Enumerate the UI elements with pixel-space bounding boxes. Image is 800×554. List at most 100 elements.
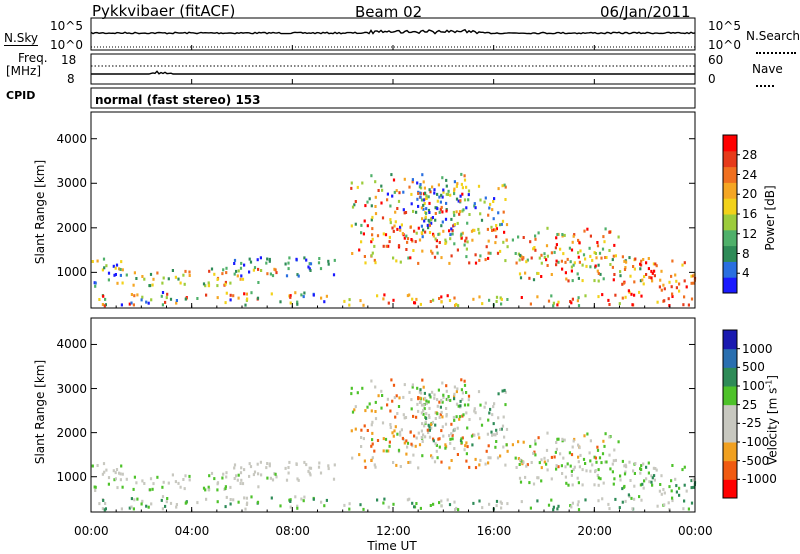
velocity-echo [188,478,191,482]
power-echo [473,204,476,208]
velocity-echo [403,416,406,420]
power-echo [421,217,424,221]
power-echo [132,283,135,287]
velocity-echo [550,477,553,481]
velocity-echo [243,468,246,472]
velocity-echo [450,432,453,436]
power-echo [617,235,620,239]
velocity-echo [351,456,354,460]
power-echo [466,240,469,244]
power-echo [232,294,235,298]
power-echo [399,228,402,232]
power-echo [422,207,425,211]
power-echo [250,291,253,295]
velocity-echo [493,433,496,437]
nsky-label: N.Sky [4,31,39,46]
power-echo [530,256,533,260]
velocity-echo [382,501,385,505]
velocity-echo [104,502,107,505]
velocity-echo [577,481,580,485]
velocity-echo [356,391,359,395]
power-echo [459,199,462,203]
velocity-echo [584,462,587,465]
velocity-echo [578,465,581,469]
velocity-echo [459,439,463,442]
velocity-echo [502,415,505,419]
power-echo [630,292,633,296]
power-echo [374,195,377,199]
velocity-echo [456,387,459,391]
power-echo [425,211,428,215]
power-echo [120,260,123,264]
power-echo [427,208,431,212]
power-echo [660,269,663,273]
power-echo [685,285,688,289]
power-echo [561,267,564,271]
power-echo [274,268,277,272]
velocity-echo [517,457,520,461]
velocity-echo [259,460,262,464]
power-echo [477,184,481,188]
velocity-echo [416,386,419,390]
power-echo [397,199,401,203]
power-echo [594,252,597,255]
power-echo [619,270,622,274]
velocity-echo [425,401,428,405]
velocity-colorbar-swatch [723,367,737,387]
velocity-echo [483,405,486,409]
velocity-echo [376,439,380,442]
power-echo [598,251,602,255]
power-echo [487,213,490,217]
power-echo [494,228,497,232]
velocity-echo [579,453,582,457]
power-echo [269,272,272,276]
power-echo [420,231,423,235]
power-echo [653,269,656,273]
velocity-echo [233,466,236,470]
power-echo [556,303,559,307]
power-echo [453,189,456,193]
velocity-echo [519,458,522,462]
power-echo [184,297,187,301]
power-echo [483,200,486,204]
velocity-echo [445,407,448,410]
power-echo [670,285,673,289]
power-echo [442,190,445,194]
power-echo [465,185,468,189]
power-echo [404,211,408,214]
power-echo [229,293,232,297]
velocity-echo [622,485,626,489]
power-echo [149,284,152,288]
power-echo [395,259,398,263]
power-echo [581,263,584,267]
velocity-colorbar-swatch [723,404,737,424]
power-echo [506,245,509,249]
velocity-echo [289,498,292,502]
velocity-echo [594,456,597,460]
power-echo [239,277,242,281]
power-echo [455,197,459,201]
power-echo [442,229,445,233]
velocity-echo [491,413,494,417]
velocity-echo [488,411,491,415]
velocity-echo [418,443,422,447]
velocity-echo [449,437,452,441]
power-echo [411,178,414,182]
power-echo [543,256,546,259]
velocity-echo [380,406,383,410]
velocity-echo [112,469,115,473]
velocity-echo [428,406,431,410]
velocity-echo [596,445,599,449]
velocity-echo [300,497,303,501]
power-echo [333,258,336,262]
power-echo [552,301,555,305]
xtick-label: 04:00 [174,524,210,538]
velocity-echo [567,483,570,487]
velocity-echo [399,433,402,437]
power-colorbar-swatch [723,277,737,294]
power-echo [202,282,206,286]
power-echo [371,227,374,231]
power-echo [445,201,448,205]
velocity-echo [440,410,443,414]
velocity-echo [553,455,556,459]
